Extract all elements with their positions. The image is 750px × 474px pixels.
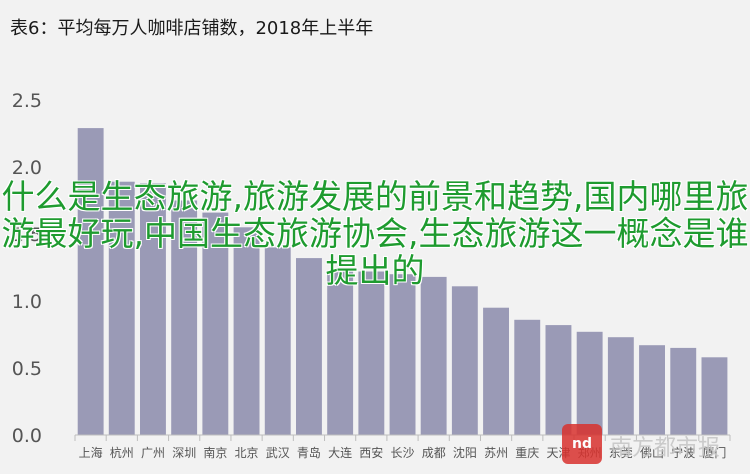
bar — [296, 258, 322, 435]
x-tick-label: 武汉 — [266, 446, 290, 460]
bar — [358, 271, 385, 435]
x-tick-label: 东莞 — [609, 446, 633, 460]
bar — [451, 286, 478, 435]
x-tick-label: 重庆 — [515, 446, 539, 460]
bar — [171, 200, 198, 435]
x-tick-label: 上海 — [79, 445, 103, 460]
bar — [327, 270, 354, 435]
x-tick-label: 厦门 — [702, 445, 726, 460]
bar — [514, 319, 541, 435]
overlay-caption: 什么是生态旅游,旅游发展的前景和趋势,国内哪里旅游最好玩,中国生态旅游协会,生态… — [1, 177, 749, 290]
nd-logo-icon: nd — [562, 424, 602, 464]
bar — [233, 227, 260, 435]
x-tick-label: 西安 — [359, 445, 383, 460]
bar — [108, 181, 135, 435]
y-tick-label: 2.0 — [12, 157, 42, 179]
bar — [670, 347, 697, 435]
x-tick-label: 北京 — [234, 446, 258, 460]
y-tick-label: 1.5 — [12, 224, 42, 246]
y-tick-label: 0.0 — [12, 425, 42, 447]
x-tick-label: 大连 — [328, 445, 352, 460]
bar — [576, 331, 603, 435]
x-tick-label: 南京 — [203, 445, 227, 460]
x-tick-label: 长沙 — [390, 446, 414, 460]
x-tick-label: 杭州 — [110, 445, 134, 460]
bar — [264, 247, 291, 435]
bar — [483, 307, 509, 435]
x-tick-label: 成都 — [422, 446, 446, 460]
x-tick-label: 苏州 — [484, 446, 508, 460]
bar — [140, 183, 166, 435]
x-tick-label: 广州 — [141, 446, 165, 460]
newspaper-watermark: nd 南方都市报 — [562, 424, 750, 464]
x-tick-label: 宁波 — [671, 445, 695, 460]
bar — [545, 325, 572, 435]
y-tick-label: 1.0 — [12, 291, 42, 313]
x-tick-label: 佛山 — [640, 446, 664, 460]
bar — [202, 212, 229, 435]
bar — [701, 357, 728, 435]
y-tick-label: 2.5 — [12, 90, 42, 112]
chart-title: 表6：平均每万人咖啡店铺数，2018年上半年 — [10, 18, 374, 39]
y-tick-label: 0.5 — [12, 358, 42, 380]
x-tick-label: 沈阳 — [453, 445, 477, 460]
x-tick-label: 深圳 — [172, 446, 196, 460]
bar — [389, 274, 416, 435]
bar — [639, 345, 665, 435]
bar — [607, 337, 634, 435]
x-tick-label: 青岛 — [297, 445, 321, 460]
watermark-text: 南方都市报 — [610, 436, 721, 461]
bar — [420, 276, 447, 435]
bar — [77, 128, 104, 435]
